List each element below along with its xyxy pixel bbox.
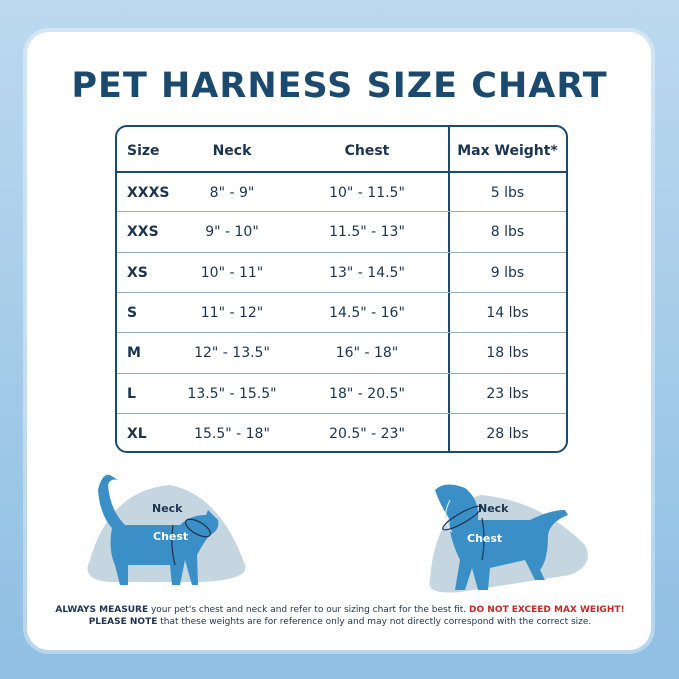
size-cell: S <box>127 304 138 321</box>
weight-cell: 8 lbs <box>490 224 525 241</box>
header-size: Size <box>127 143 160 159</box>
weight-cell: 28 lbs <box>486 425 529 442</box>
note-text-1: your pet's chest and neck and refer to o… <box>148 605 470 615</box>
neck-cell: 9" - 10" <box>205 224 259 241</box>
table-row: XXS 9" - 10" 11.5" - 13" 8 lbs <box>117 211 566 251</box>
weight-cell: 14 lbs <box>486 304 529 321</box>
dog-neck-label: Neck <box>478 502 509 515</box>
chest-cell: 14.5" - 16" <box>329 304 405 321</box>
table-row: XXXS 8" - 9" 10" - 11.5" 5 lbs <box>117 171 566 211</box>
weight-cell: 5 lbs <box>490 185 525 201</box>
note-text-2: that these weights are for reference onl… <box>157 617 592 627</box>
table-row: M 12" - 13.5" 16" - 18" 18 lbs <box>117 332 566 372</box>
table-row: XL 15.5" - 18" 20.5" - 23" 28 lbs <box>117 412 566 453</box>
weight-cell: 18 lbs <box>486 345 529 362</box>
always-measure-label: ALWAYS MEASURE <box>55 605 149 615</box>
size-cell: XL <box>127 425 147 442</box>
size-table: Size Neck Chest Max Weight* XXXS 8" - 9" 1… <box>115 125 568 453</box>
chest-cell: 16" - 18" <box>335 345 399 362</box>
footnote: ALWAYS MEASURE your pet's chest and neck… <box>30 604 650 628</box>
weight-cell: 9 lbs <box>490 264 525 281</box>
neck-cell: 11" - 12" <box>200 304 264 321</box>
table-header: Size Neck Chest Max Weight* <box>117 129 566 173</box>
cat-diagram <box>87 474 246 585</box>
cat-chest-label: Chest <box>153 530 189 543</box>
neck-cell: 10" - 11" <box>200 264 264 281</box>
header-chest: Chest <box>344 143 390 159</box>
neck-cell: 12" - 13.5" <box>194 345 270 362</box>
table-row: S 11" - 12" 14.5" - 16" 14 lbs <box>117 291 566 332</box>
please-note-label: PLEASE NOTE <box>88 617 158 627</box>
cat-neck-label: Neck <box>152 502 183 515</box>
dog-silhouette-icon <box>435 484 568 590</box>
neck-cell: 15.5" - 18" <box>194 425 270 442</box>
weight-cell: 23 lbs <box>486 385 529 402</box>
size-cell: XXS <box>127 224 159 241</box>
chest-cell: 18" - 20.5" <box>329 385 405 402</box>
chest-cell: 11.5" - 13" <box>329 224 405 241</box>
header-max-weight: Max Weight* <box>457 143 558 159</box>
column-divider <box>448 127 450 451</box>
chest-cell: 20.5" - 23" <box>329 425 405 442</box>
dog-diagram <box>429 484 588 593</box>
size-cell: XS <box>127 264 148 281</box>
size-cell: L <box>127 385 136 402</box>
warning-text: DO NOT EXCEED MAX WEIGHT! <box>469 605 625 615</box>
neck-cell: 8" - 9" <box>209 185 255 201</box>
table-row: L 13.5" - 15.5" 18" - 20.5" 23 lbs <box>117 372 566 413</box>
header-neck: Neck <box>212 143 252 159</box>
table-row: XS 10" - 11" 13" - 14.5" 9 lbs <box>117 251 566 292</box>
neck-cell: 13.5" - 15.5" <box>187 385 277 402</box>
chest-cell: 10" - 11.5" <box>329 185 405 201</box>
chest-cell: 13" - 14.5" <box>329 264 405 281</box>
size-cell: XXXS <box>127 185 170 201</box>
page-title: PET HARNESS SIZE CHART <box>71 66 608 106</box>
cat-silhouette-icon <box>98 474 219 585</box>
size-cell: M <box>127 345 141 362</box>
dog-chest-label: Chest <box>467 532 503 545</box>
